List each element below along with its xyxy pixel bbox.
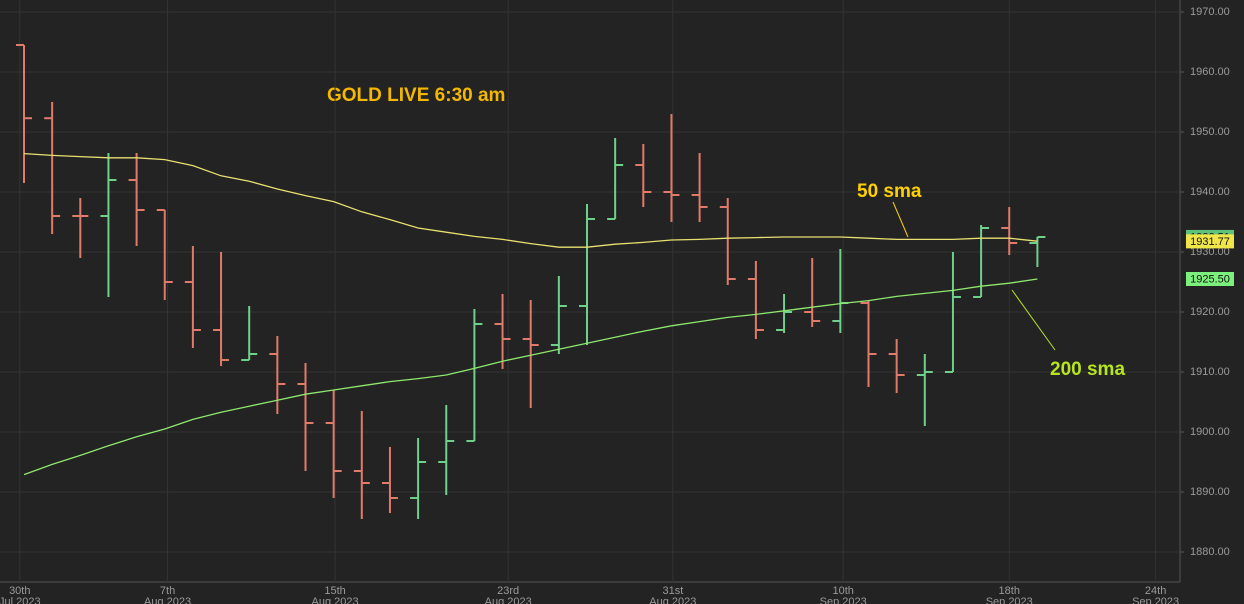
x-tick-sublabel: Jul 2023 (0, 596, 41, 604)
x-tick-label: 31st (662, 585, 683, 597)
x-tick-sublabel: Sep 2023 (820, 596, 867, 604)
annotation: 50 sma (857, 181, 922, 202)
x-tick-label: 10th (832, 585, 853, 597)
sma-line (23, 152, 1038, 248)
price-tag-label: 1925.50 (1190, 273, 1230, 285)
price-tag (1186, 272, 1234, 286)
y-tick-label: 1920.00 (1190, 306, 1230, 318)
annotation: 200 sma (1050, 359, 1125, 380)
y-tick-label: 1960.00 (1190, 66, 1230, 78)
x-tick-sublabel: Sep 2023 (986, 596, 1033, 604)
sma-line (23, 278, 1038, 476)
y-tick-label: 1880.00 (1190, 546, 1230, 558)
annotation-leader (892, 201, 909, 238)
y-tick-label: 1900.00 (1190, 426, 1230, 438)
x-tick-sublabel: Aug 2023 (144, 596, 191, 604)
x-tick-sublabel: Aug 2023 (485, 596, 532, 604)
x-tick-sublabel: Aug 2023 (649, 596, 696, 604)
x-tick-sublabel: Sep 2023 (1132, 596, 1179, 604)
y-tick-label: 1940.00 (1190, 186, 1230, 198)
x-tick-label: 18th (999, 585, 1020, 597)
y-tick-label: 1970.00 (1190, 6, 1230, 18)
y-tick-label: 1910.00 (1190, 366, 1230, 378)
price-tag-label: 1931.77 (1190, 236, 1230, 248)
annotation-leader (1011, 289, 1056, 351)
chart-title: GOLD LIVE 6:30 am (327, 85, 505, 106)
y-tick-label: 1890.00 (1190, 486, 1230, 498)
x-tick-label: 23rd (497, 585, 519, 597)
x-tick-sublabel: Aug 2023 (312, 596, 359, 604)
y-tick-label: 1950.00 (1190, 126, 1230, 138)
x-tick-label: 30th (9, 585, 30, 597)
x-tick-label: 24th (1145, 585, 1166, 597)
y-tick-label: 1930.00 (1190, 246, 1230, 258)
price-tag (1186, 234, 1234, 249)
x-tick-label: 7th (160, 585, 175, 597)
x-tick-label: 15th (324, 585, 345, 597)
